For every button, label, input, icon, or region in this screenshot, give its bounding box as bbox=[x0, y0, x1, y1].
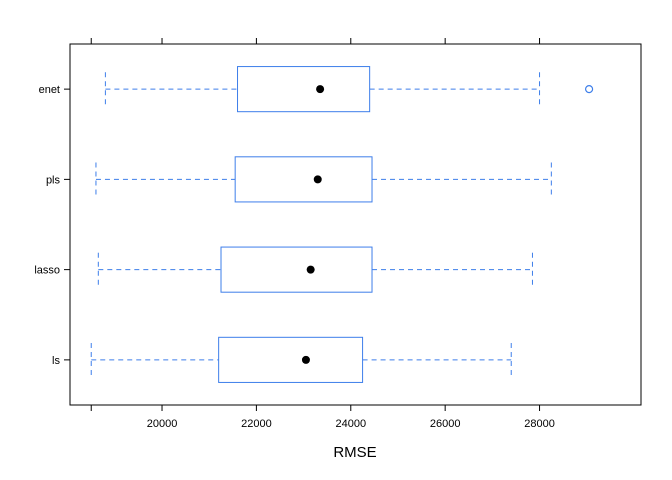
median-dot bbox=[316, 85, 325, 94]
x-tick-label: 22000 bbox=[241, 418, 272, 430]
x-tick-label: 20000 bbox=[147, 418, 178, 430]
median-dot bbox=[306, 265, 315, 274]
y-tick-label: ls bbox=[52, 355, 60, 367]
x-tick-label: 28000 bbox=[524, 418, 555, 430]
iqr-box bbox=[234, 156, 373, 203]
x-axis: 20000 22000 24000 26000 28000 bbox=[90, 405, 555, 430]
box-group-pls bbox=[95, 156, 552, 203]
x-tick-label: 26000 bbox=[430, 418, 461, 430]
box-group-enet bbox=[104, 66, 594, 113]
x-axis-label: RMSE bbox=[333, 444, 376, 461]
y-tick-label: pls bbox=[46, 174, 61, 186]
y-tick-label: lasso bbox=[34, 265, 60, 277]
iqr-box bbox=[220, 246, 373, 293]
box-group-lasso bbox=[97, 246, 533, 293]
y-axis: ls lasso pls enet bbox=[34, 84, 70, 367]
box-group-ls bbox=[90, 336, 512, 383]
iqr-box bbox=[218, 336, 364, 383]
plot-frame bbox=[69, 43, 642, 406]
median-dot bbox=[313, 175, 322, 184]
top-ticks bbox=[90, 38, 541, 44]
median-dot bbox=[301, 355, 310, 364]
y-tick-label: enet bbox=[39, 84, 60, 96]
boxes-layer bbox=[90, 66, 594, 383]
x-tick-label: 24000 bbox=[335, 418, 366, 430]
outlier-point bbox=[584, 85, 594, 94]
iqr-box bbox=[237, 66, 371, 113]
